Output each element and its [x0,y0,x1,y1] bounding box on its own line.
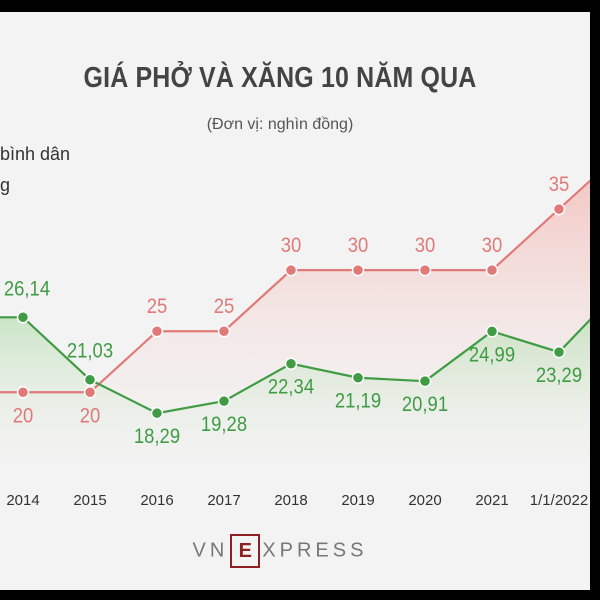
data-label-xang-3: 19,28 [201,413,247,436]
x-tick-label-0: 2014 [6,492,39,509]
vnexpress-logo: VN E XPRESS [0,534,560,568]
logo-vn: VN [192,539,229,562]
data-label-xang-6: 20,91 [402,393,448,416]
label-layer: 20 20 25 25 30 30 30 30 35 26,14 21,03 18,29 19,28 22… [4,173,582,448]
chart-card: 20 20 25 25 30 30 30 30 35 26,14 21,03 18,29 19,28 22… [0,12,590,590]
data-label-pho-4: 30 [281,234,302,257]
legend-item-xang: g [0,175,10,196]
line-pho [0,146,590,394]
point-pho-6 [418,263,432,277]
data-label-pho-8: 35 [549,173,570,196]
logo-e-box: E [230,534,261,568]
data-label-pho-2: 25 [147,295,168,318]
x-tick-label-3: 2017 [207,492,240,509]
data-label-xang-8: 23,29 [536,364,582,387]
point-pho-3 [217,324,231,338]
x-tick-label-6: 2020 [408,492,441,509]
point-xang-6 [418,374,432,388]
point-pho-5 [351,263,365,277]
chart-title: GIÁ PHỞ VÀ XĂNG 10 NĂM QUA [83,62,477,94]
data-label-pho-6: 30 [415,234,436,257]
point-pho-0 [16,386,30,399]
point-xang-8 [552,345,566,359]
x-tick-label-7: 2021 [475,492,508,509]
data-label-pho-7: 30 [482,234,503,257]
legend-label-xang: g [0,175,11,195]
data-label-xang-7: 24,99 [469,343,515,366]
point-xang-7 [485,325,499,338]
legend-item-pho: bình dân [0,144,70,165]
x-tick-label-8: 1/1/2022 [530,492,588,509]
point-xang-2 [150,406,164,420]
line-layer [0,146,590,415]
data-label-pho-5: 30 [348,234,369,257]
line-xang [0,281,590,415]
data-label-pho-3: 25 [214,295,235,318]
legend-label-pho: bình dân [0,144,71,164]
data-label-xang-5: 21,19 [335,390,381,413]
area-xang [0,282,590,482]
x-tick-label-5: 2019 [341,492,374,509]
point-pho-8 [552,202,566,216]
logo-xpress: XPRESS [262,539,368,562]
point-pho-2 [150,324,164,338]
point-pho-1 [83,386,97,399]
point-xang-1 [83,373,97,386]
data-label-pho-0: 20 [13,404,34,427]
data-label-xang-2: 18,29 [134,425,180,448]
chart-subtitle: (Đơn vị: nghìn đồng) [206,116,354,133]
area-layer [0,148,590,482]
data-label-xang-4: 22,34 [268,376,314,399]
x-tick-label-2: 2016 [140,492,173,509]
point-xang-5 [351,371,365,385]
x-tick-label-1: 2015 [73,492,106,509]
x-tick-label-4: 2018 [274,492,307,509]
x-tick-layer: 2014 2015 2016 2017 2018 2019 2020 2021 1/1/2022… [6,492,588,509]
point-xang-0 [16,311,30,324]
point-layer [16,202,566,420]
point-pho-7 [485,263,499,277]
point-xang-3 [217,394,231,408]
data-label-xang-0: 26,14 [4,277,50,300]
data-label-xang-1: 21,03 [67,340,113,363]
data-label-pho-1: 20 [80,404,101,427]
point-xang-4 [284,357,298,370]
point-pho-4 [284,263,298,277]
